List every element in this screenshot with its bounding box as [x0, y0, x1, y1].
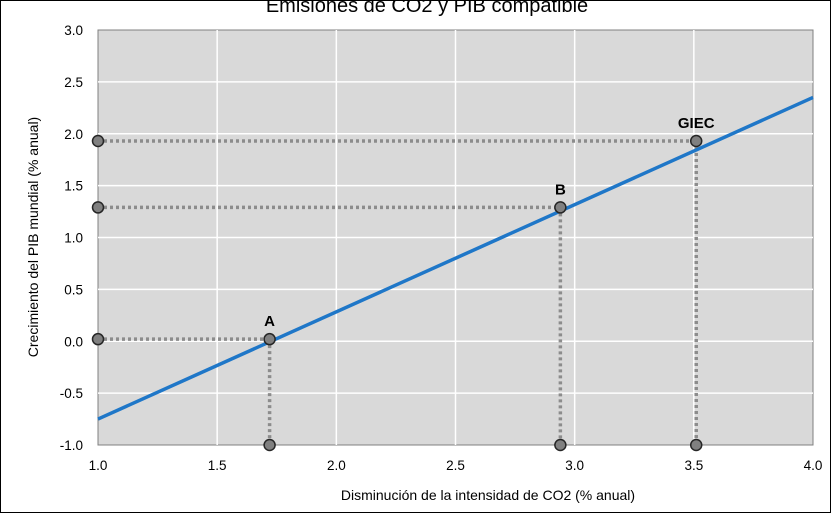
point-label-giec: GIEC [678, 115, 715, 132]
y-tick-label: 1.5 [64, 179, 83, 194]
x-axis-marker-a [263, 438, 276, 452]
y-tick-label: 0.0 [64, 334, 83, 349]
y-axis-marker-a [91, 332, 105, 346]
point-marker-a [263, 332, 276, 346]
markers [91, 134, 703, 452]
y-tick-label: -0.5 [60, 386, 83, 401]
x-tick-label: 2.0 [327, 458, 346, 473]
chart-title: Emisiones de CO2 y PIB compatible [266, 0, 588, 17]
gridlines [98, 30, 813, 445]
series-lines [97, 95, 814, 421]
point-label-b: B [555, 181, 566, 198]
y-tick-labels: -1.0 -0.5 0.0 0.5 1.0 1.5 2.0 2.5 3.0 [60, 23, 83, 453]
x-tick-label: 4.0 [804, 458, 823, 473]
y-tick-label: 1.0 [64, 231, 83, 246]
x-axis-marker-giec [689, 438, 703, 452]
point-labels: A B GIEC [264, 115, 715, 330]
point-marker-b [554, 201, 567, 214]
x-axis-title: Disminución de la intensidad de CO2 (% a… [341, 487, 635, 503]
x-tick-label: 3.5 [684, 458, 703, 473]
y-tick-label: 2.0 [64, 127, 83, 142]
y-tick-label: 2.5 [64, 75, 83, 90]
y-tick-label: 0.5 [64, 282, 83, 297]
y-tick-label: -1.0 [60, 438, 83, 453]
x-tick-label: 2.5 [446, 458, 465, 473]
x-tick-label: 1.5 [208, 458, 227, 473]
y-axis-marker-giec [91, 134, 105, 148]
x-tick-label: 1.0 [89, 458, 108, 473]
y-axis-marker-b [91, 201, 105, 214]
y-axis-title: Crecimiento del PIB mundial (% anual) [25, 117, 41, 357]
guide-lines [98, 139, 698, 445]
point-marker-giec [689, 134, 703, 148]
x-tick-labels: 1.0 1.5 2.0 2.5 3.0 3.5 4.0 [89, 458, 823, 473]
x-axis-marker-b [554, 438, 567, 452]
series-line-0 [97, 95, 814, 421]
point-label-a: A [264, 313, 275, 330]
y-tick-label: 3.0 [64, 23, 83, 38]
x-tick-label: 3.0 [565, 458, 584, 473]
